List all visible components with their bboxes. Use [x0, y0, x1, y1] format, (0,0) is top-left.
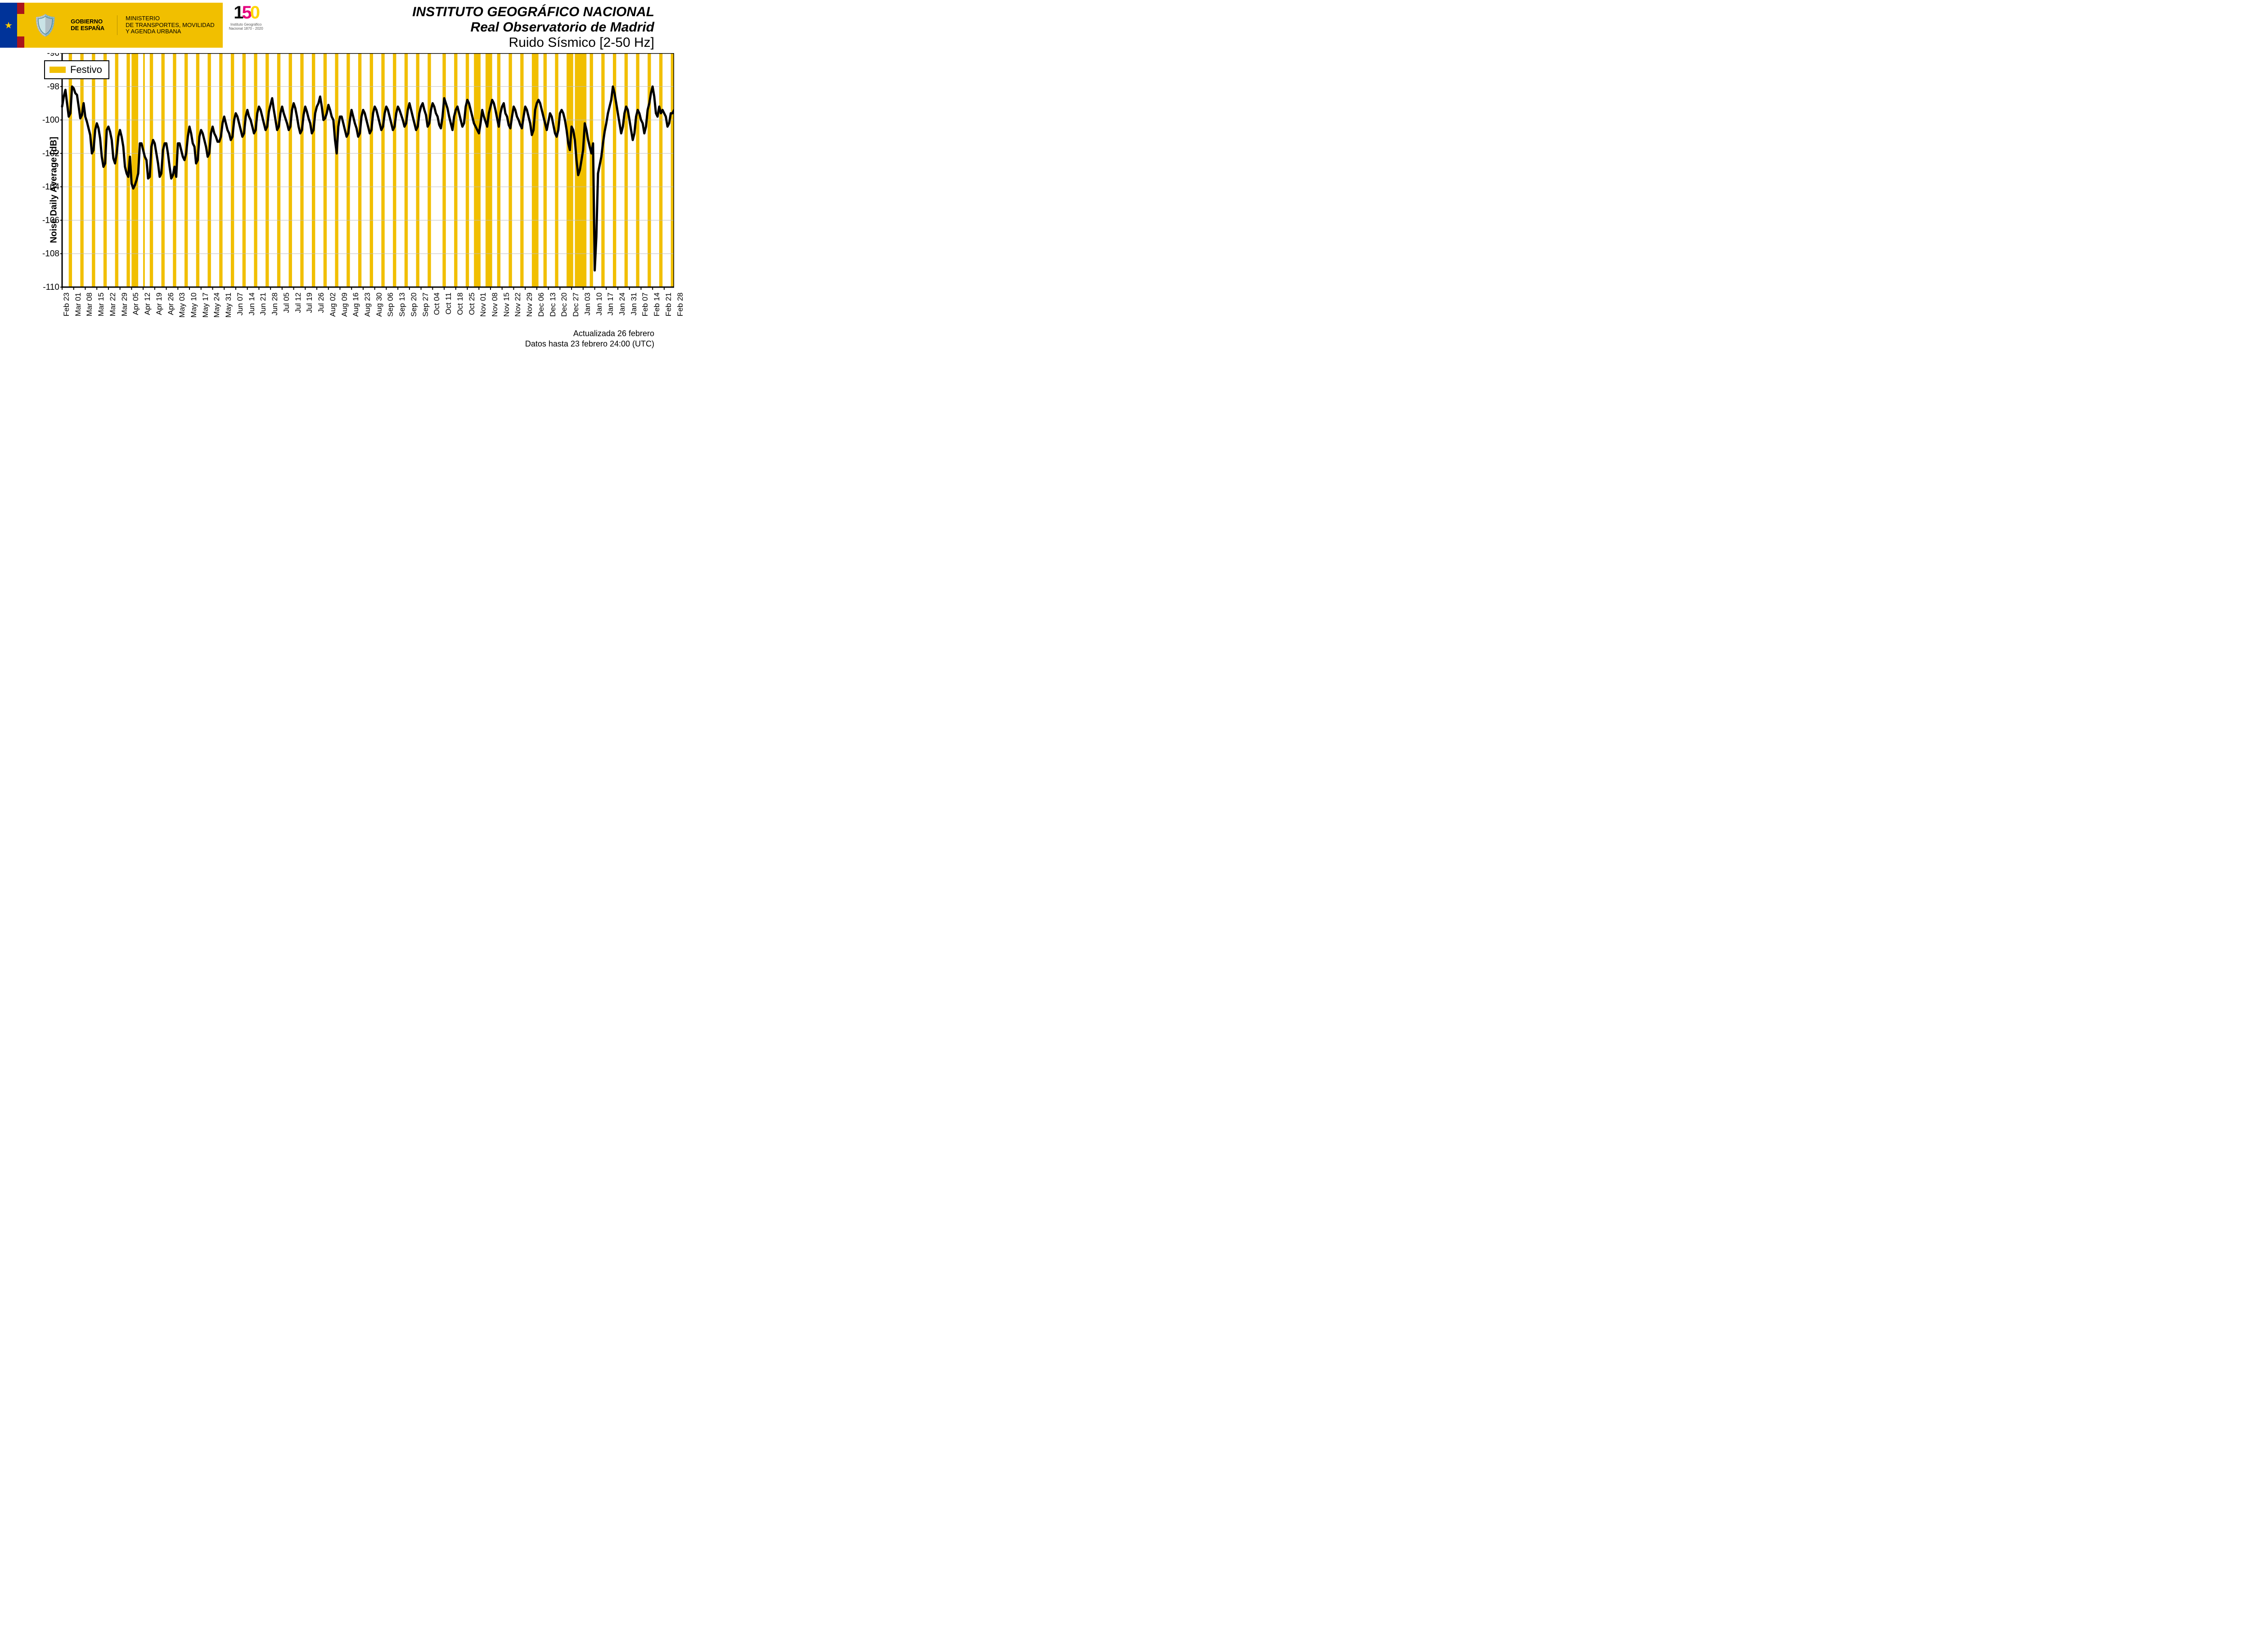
x-tick-label: Dec 20: [560, 293, 569, 317]
x-tick-label: May 24: [212, 293, 221, 318]
legend: Festivo: [44, 60, 109, 79]
svg-text:-100: -100: [42, 116, 59, 125]
government-logo-block: ★ 🛡️ GOBIERNO DE ESPAÑA MINISTERIO DE TR…: [0, 3, 223, 48]
ign-150-logo: 150 Instituto Geográfico Nacional 1870 -…: [229, 3, 263, 31]
eu-flag-icon: ★: [0, 3, 17, 48]
svg-text:-110: -110: [43, 283, 59, 291]
x-tick-label: Jan 17: [606, 293, 615, 315]
x-tick-label: Nov 01: [479, 293, 488, 317]
coat-of-arms-icon: 🛡️: [32, 13, 58, 38]
title-observatory: Real Observatorio de Madrid: [412, 20, 654, 35]
x-tick-label: Jan 31: [630, 293, 639, 315]
x-tick-label: Aug 09: [340, 293, 349, 317]
x-tick-label: Mar 22: [108, 293, 117, 316]
x-tick-label: Jun 21: [259, 293, 268, 315]
x-tick-label: Dec 13: [549, 293, 558, 317]
x-tick-label: Aug 02: [328, 293, 338, 317]
x-tick-label: Sep 13: [398, 293, 407, 317]
x-tick-label: Mar 01: [74, 293, 83, 316]
x-tick-label: Feb 07: [641, 293, 650, 316]
chart-title-block: INSTITUTO GEOGRÁFICO NACIONAL Real Obser…: [412, 3, 654, 50]
x-tick-label: Jun 14: [248, 293, 256, 315]
x-tick-label: Feb 28: [676, 293, 685, 316]
header: ★ 🛡️ GOBIERNO DE ESPAÑA MINISTERIO DE TR…: [0, 0, 660, 50]
x-tick-label: Feb 23: [62, 293, 71, 316]
y-axis-title: Noise Daily Average [dB]: [49, 137, 59, 243]
x-tick-label: Nov 29: [525, 293, 534, 317]
x-tick-label: Mar 29: [120, 293, 129, 316]
title-measurement: Ruido Sísmico [2-50 Hz]: [412, 35, 654, 50]
x-tick-label: Sep 27: [421, 293, 430, 317]
x-tick-label: Apr 26: [166, 293, 176, 315]
x-tick-label: Feb 21: [664, 293, 673, 316]
x-tick-label: May 10: [189, 293, 198, 318]
x-tick-label: Jul 12: [294, 293, 303, 313]
x-tick-label: Jul 05: [282, 293, 291, 313]
footer-data-until: Datos hasta 23 febrero 24:00 (UTC): [0, 339, 654, 349]
x-tick-label: Oct 18: [456, 293, 465, 315]
x-tick-label: Nov 22: [513, 293, 522, 317]
svg-text:-96: -96: [47, 53, 59, 58]
x-tick-label: Mar 15: [97, 293, 106, 316]
x-tick-label: Aug 30: [375, 293, 384, 317]
ministry-name: MINISTERIO DE TRANSPORTES, MOVILIDAD Y A…: [117, 15, 214, 36]
x-tick-label: Oct 04: [432, 293, 441, 315]
x-tick-label: May 31: [224, 293, 233, 318]
x-tick-label: Mar 08: [85, 293, 94, 316]
x-tick-label: May 17: [201, 293, 210, 318]
x-tick-label: Nov 08: [490, 293, 500, 317]
svg-text:-98: -98: [47, 82, 59, 91]
title-institution: INSTITUTO GEOGRÁFICO NACIONAL: [412, 5, 654, 20]
x-tick-label: Aug 16: [351, 293, 360, 317]
x-tick-label: Jun 07: [236, 293, 245, 315]
x-tick-label: Dec 06: [537, 293, 546, 317]
spain-flag-icon: [17, 3, 24, 48]
x-tick-label: Oct 25: [468, 293, 477, 315]
x-tick-label: Apr 05: [131, 293, 140, 315]
footer-updated: Actualizada 26 febrero: [0, 329, 654, 339]
x-tick-label: Jun 28: [270, 293, 279, 315]
x-tick-label: Sep 06: [386, 293, 395, 317]
x-tick-label: Oct 11: [444, 293, 453, 315]
x-tick-label: Aug 23: [363, 293, 372, 317]
svg-text:-108: -108: [42, 249, 59, 259]
x-tick-label: Jul 26: [317, 293, 326, 313]
x-tick-label: Jan 10: [595, 293, 604, 315]
x-tick-label: Sep 20: [410, 293, 418, 317]
x-tick-label: Apr 19: [155, 293, 164, 315]
noise-chart: Noise Daily Average [dB] -96-98-100-102-…: [0, 53, 660, 327]
x-tick-label: Jul 19: [305, 293, 314, 313]
x-tick-label: Jan 24: [618, 293, 627, 315]
x-axis-ticks: Feb 23Mar 01Mar 08Mar 15Mar 22Mar 29Apr …: [39, 291, 674, 327]
x-tick-label: May 03: [178, 293, 187, 318]
x-tick-label: Dec 27: [572, 293, 580, 317]
x-tick-label: Apr 12: [143, 293, 152, 315]
chart-svg: -96-98-100-102-104-106-108-110: [39, 53, 674, 291]
government-name: GOBIERNO DE ESPAÑA: [71, 18, 104, 32]
x-tick-label: Jan 03: [583, 293, 592, 315]
x-tick-label: Nov 15: [502, 293, 511, 317]
x-tick-label: Feb 14: [652, 293, 662, 316]
legend-swatch-festivo: [50, 67, 66, 73]
legend-label: Festivo: [70, 64, 102, 76]
chart-footer: Actualizada 26 febrero Datos hasta 23 fe…: [0, 327, 660, 354]
